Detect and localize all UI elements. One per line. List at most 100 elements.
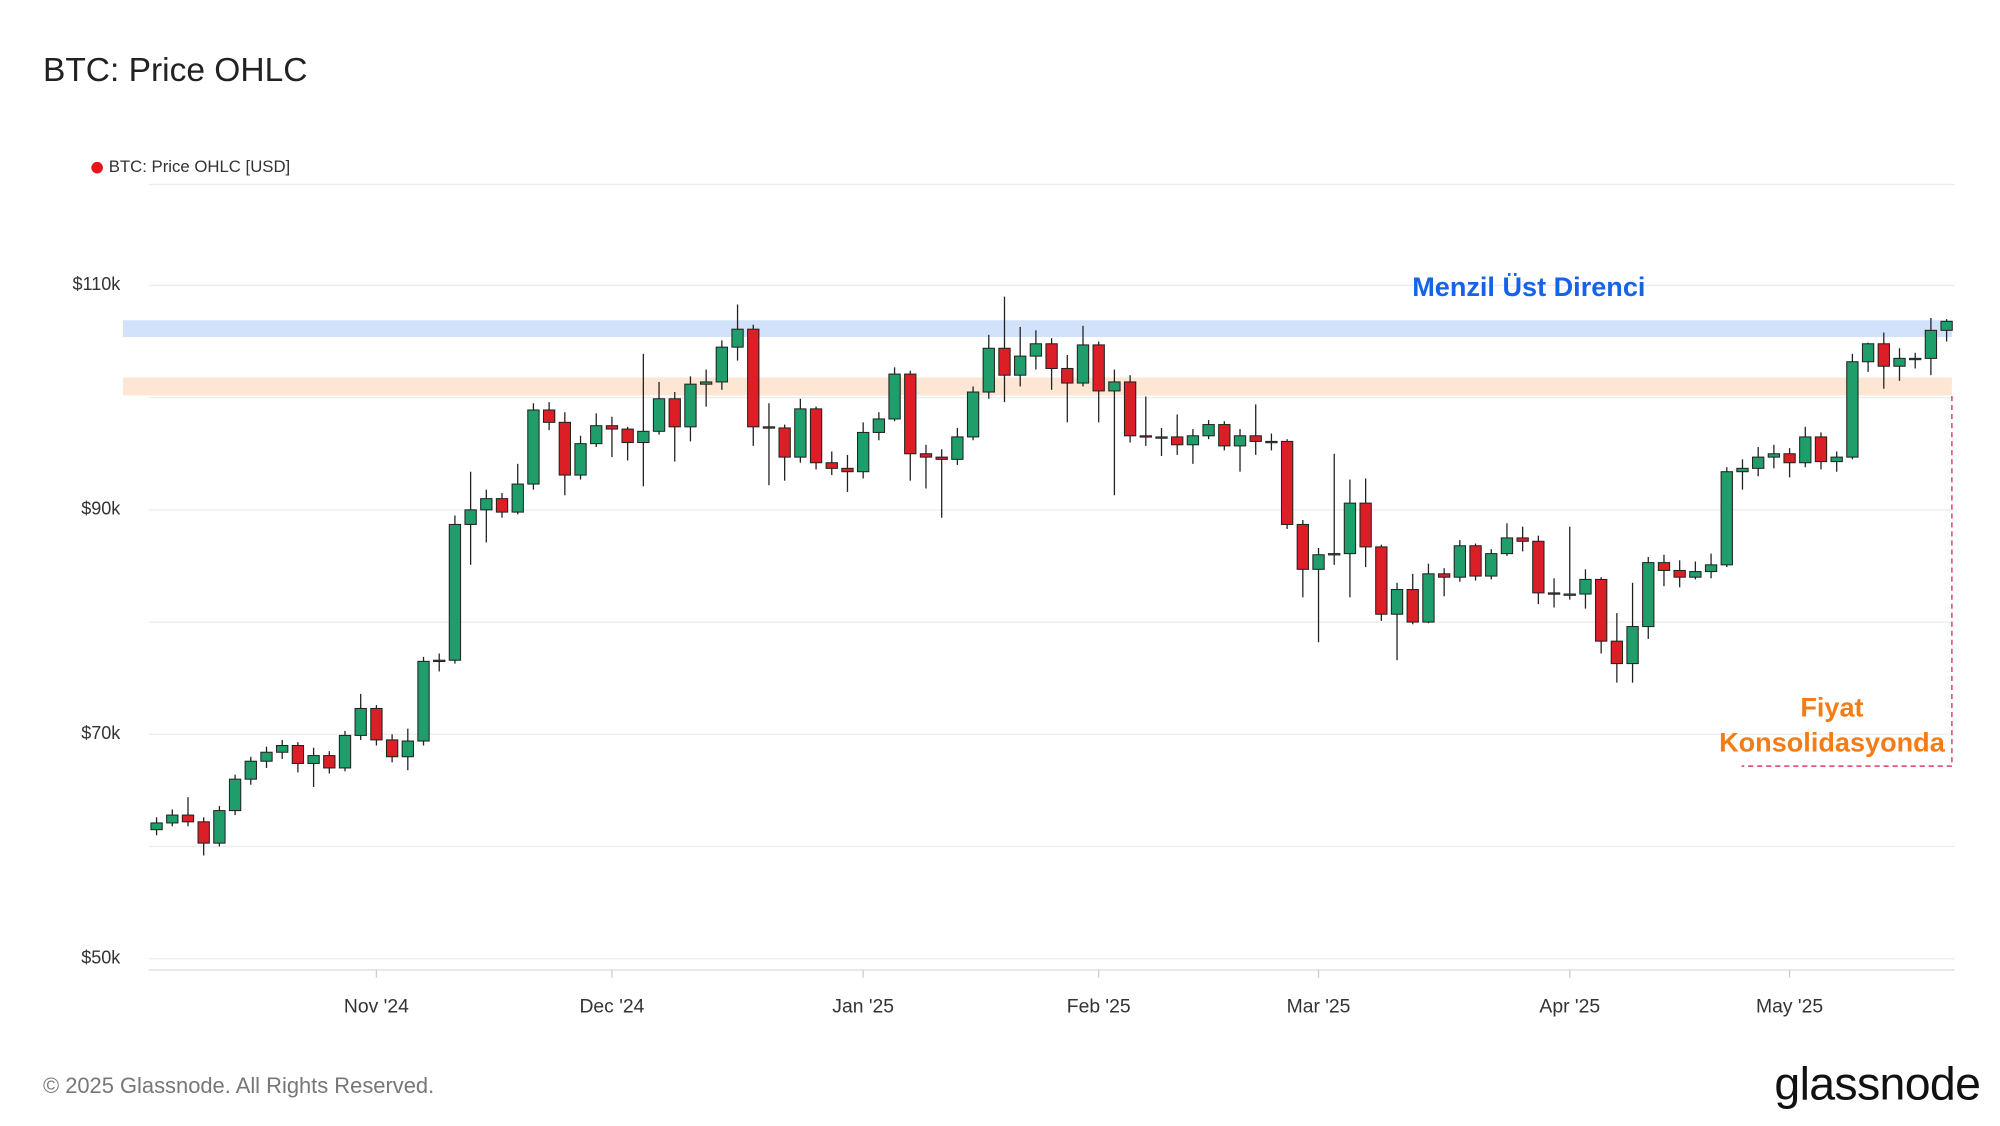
candle-body (1736, 467, 1749, 473)
candle-body (1343, 502, 1357, 555)
y-tick-label: $70k (81, 723, 121, 743)
candle-body (621, 428, 634, 444)
candle-body (1500, 537, 1514, 555)
candle-body (1642, 562, 1655, 628)
candle-body (1610, 640, 1624, 665)
candle-body (1814, 436, 1828, 463)
candle-body (1909, 357, 1922, 361)
candle-body (1861, 343, 1875, 363)
candle-body (291, 744, 305, 764)
candle-body (1783, 453, 1796, 464)
candle-body (1171, 436, 1184, 446)
candle-body (935, 456, 948, 460)
candle-body (1202, 424, 1215, 437)
candle-body (1123, 381, 1137, 437)
candle-body (1422, 573, 1435, 623)
candle-body (1390, 589, 1404, 615)
candle-body (197, 821, 210, 844)
candle-body (511, 483, 524, 513)
y-tick-label: $90k (81, 499, 121, 519)
candle-body (228, 778, 242, 812)
candle-body (668, 398, 681, 428)
candle-body (605, 425, 619, 430)
candle-body (1830, 456, 1843, 463)
candle-body (1296, 523, 1309, 570)
annotation: Konsolidasyonda (1719, 726, 1946, 757)
candle-body (1265, 440, 1278, 444)
candle-body (464, 509, 477, 525)
candle-body (590, 425, 603, 445)
candle-body (433, 659, 446, 663)
bands (122, 320, 1952, 396)
candle-body (1893, 357, 1906, 367)
candle-body (1563, 593, 1576, 596)
candle-body (1108, 381, 1121, 392)
candle-body (1233, 435, 1247, 447)
candle-body (1657, 562, 1671, 571)
candle-body (1186, 435, 1200, 446)
candle-body (574, 443, 587, 476)
candle-body (1704, 564, 1718, 573)
candle-body (181, 814, 195, 823)
x-tick-label: Dec '24 (579, 995, 644, 1017)
candle-body (1312, 554, 1325, 570)
candle-body (213, 810, 226, 844)
candle-body (715, 346, 729, 383)
candle-body (684, 383, 697, 428)
candle-body (872, 418, 886, 433)
candle-body (966, 391, 980, 438)
candle-body (652, 398, 666, 432)
candle-body (1218, 424, 1231, 447)
legend-label: BTC: Price OHLC [USD] (109, 157, 290, 176)
candle-body (809, 408, 823, 464)
candle-body (370, 707, 383, 741)
candle-body (1014, 355, 1027, 376)
level-band (122, 320, 1952, 338)
candle-body (1846, 361, 1859, 458)
x-tick-label: May '25 (1756, 995, 1823, 1017)
candle-body (1469, 545, 1482, 577)
brand-logo: glassnode (1774, 1058, 1980, 1110)
chart-title: BTC: Price OHLC (43, 52, 307, 89)
footer: © 2025 Glassnode. All Rights Reserved. (43, 1073, 434, 1098)
candle-body (1249, 435, 1262, 442)
candle-body (1547, 592, 1561, 595)
candle-body (747, 328, 760, 428)
candle-body (1924, 329, 1938, 359)
candle-body (417, 660, 430, 742)
candles (150, 296, 1953, 856)
level-band (122, 377, 1952, 396)
candle-body (448, 523, 462, 661)
candle-body (1516, 537, 1529, 542)
candle-body (323, 755, 336, 769)
candle-body (1437, 573, 1451, 578)
x-tick-label: Jan '25 (832, 995, 894, 1017)
candle-body (1328, 553, 1341, 556)
candle-body (244, 760, 257, 780)
candle-body (166, 814, 179, 824)
candle-body (1076, 344, 1090, 384)
candle-body (401, 740, 414, 758)
candle-body (1767, 453, 1781, 458)
x-tick-label: Feb '25 (1067, 995, 1131, 1017)
candle-body (778, 427, 791, 458)
candle-body (150, 822, 163, 831)
legend-marker (91, 161, 103, 174)
candle-body (1689, 571, 1702, 578)
candle-body (1485, 553, 1498, 577)
candle-body (1940, 320, 1953, 331)
candle-body (558, 421, 571, 476)
candle-body (1029, 343, 1043, 357)
x-tick-label: Apr '25 (1539, 995, 1600, 1017)
candle-body (1453, 545, 1467, 578)
candle-body (1673, 569, 1686, 578)
candle-body (1626, 626, 1639, 665)
candle-body (841, 467, 854, 473)
candle-body (480, 498, 493, 511)
candle-body (1061, 367, 1074, 384)
candle-body (260, 751, 273, 762)
candle-body (385, 739, 399, 758)
candle-body (307, 755, 320, 764)
candle-body (1359, 502, 1372, 548)
